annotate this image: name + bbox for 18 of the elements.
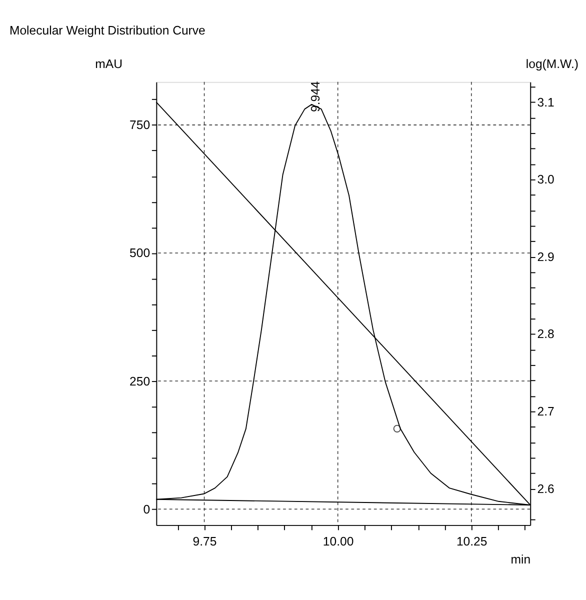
x-tick-label: 10.25 <box>456 534 488 548</box>
chart-title: Molecular Weight Distribution Curve <box>9 24 206 38</box>
x-axis-title: min <box>510 552 531 566</box>
y2-tick-label: 2.7 <box>537 404 554 419</box>
y-tick-label: 750 <box>130 118 150 132</box>
annotation: 9.944 <box>308 81 322 112</box>
y-tick-label: 0 <box>143 502 150 516</box>
y2-tick-label: 2.6 <box>537 482 554 496</box>
y2-tick-label: 3.1 <box>537 95 554 110</box>
x-tick-label: 9.75 <box>192 534 217 548</box>
y2-axis-title: log(M.W.) <box>526 57 578 72</box>
y-tick-label: 250 <box>130 374 150 388</box>
y2-tick-label: 2.8 <box>537 327 554 342</box>
y-tick-label: 500 <box>130 246 150 260</box>
y2-tick-label: 3.0 <box>537 172 554 187</box>
x-tick-label: 10.00 <box>322 534 354 548</box>
y-axis-title: mAU <box>95 57 122 72</box>
y2-tick-label: 2.9 <box>537 250 554 264</box>
